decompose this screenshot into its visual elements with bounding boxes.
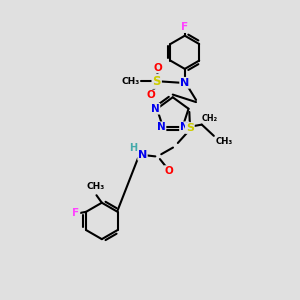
Text: N: N: [138, 150, 147, 160]
Text: F: F: [181, 22, 188, 32]
Text: S: S: [152, 75, 161, 88]
Text: O: O: [147, 90, 156, 100]
Text: F: F: [72, 208, 80, 218]
Text: H: H: [129, 143, 137, 153]
Text: S: S: [186, 123, 194, 133]
Text: CH₃: CH₃: [86, 182, 104, 191]
Text: CH₃: CH₃: [215, 137, 232, 146]
Text: N: N: [157, 122, 166, 132]
Text: N: N: [180, 78, 189, 88]
Text: CH₂: CH₂: [202, 114, 218, 123]
Text: N: N: [180, 122, 189, 132]
Text: CH₃: CH₃: [122, 77, 140, 86]
Text: O: O: [164, 166, 173, 176]
Text: O: O: [154, 63, 162, 73]
Text: N: N: [151, 104, 160, 114]
